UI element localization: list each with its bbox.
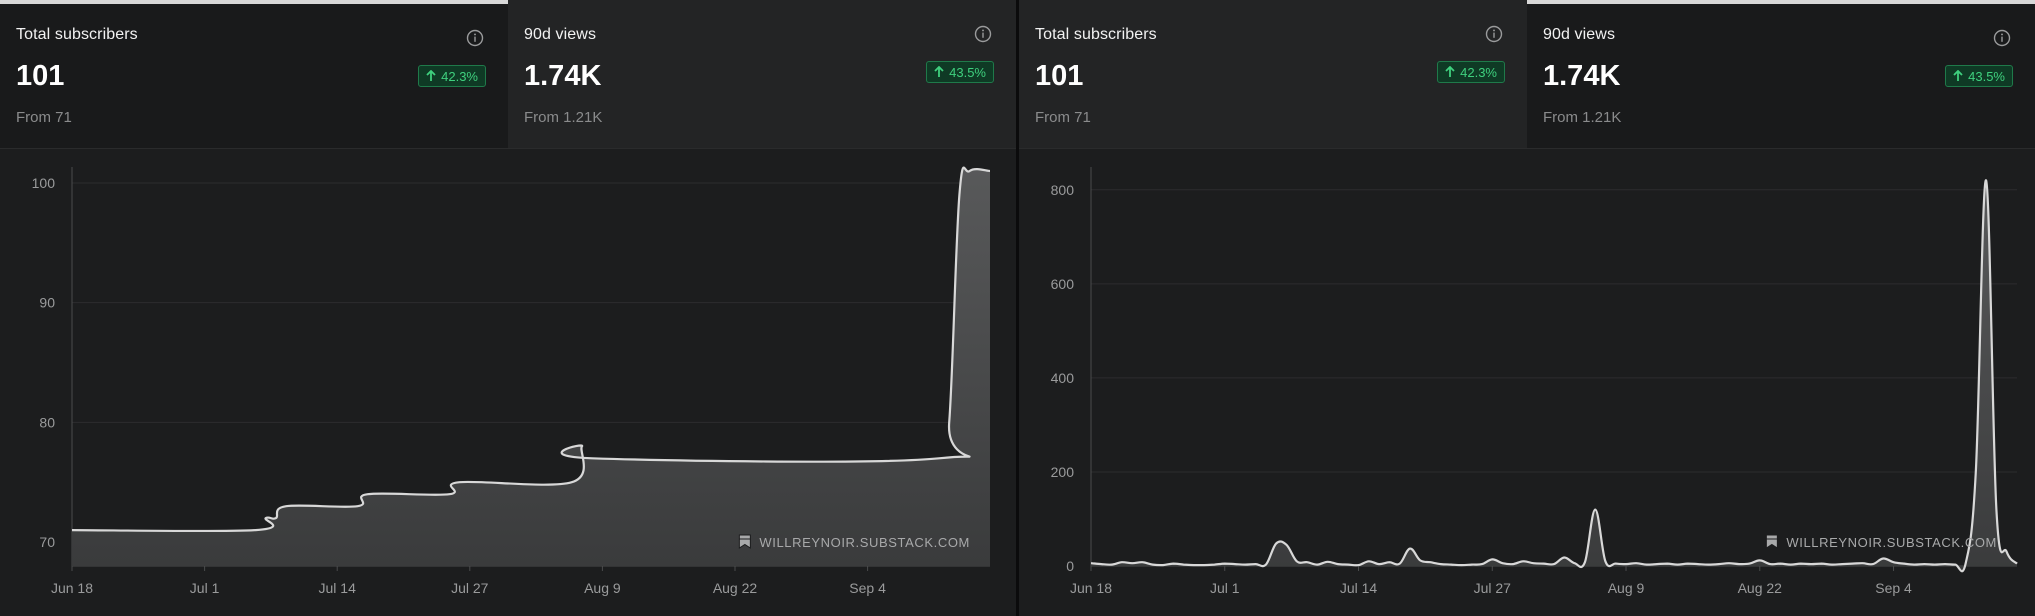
y-tick-label: 800	[1051, 182, 1075, 198]
x-tick-label: Jul 1	[1210, 580, 1240, 596]
x-tick-label: Jun 18	[51, 580, 93, 596]
card-title: 90d views	[524, 26, 597, 43]
card-value: 1.74K	[524, 60, 602, 92]
y-tick-label: 400	[1051, 370, 1075, 386]
x-tick-label: Aug 9	[584, 580, 621, 596]
stat-cards: Total subscribers 101 42.3% From 71 90d …	[0, 0, 1016, 149]
arrow-up-icon	[426, 70, 436, 81]
stat-cards: Total subscribers 101 42.3% From 71 90d …	[1019, 0, 2035, 149]
change-badge: 43.5%	[926, 61, 994, 83]
x-tick-label: Aug 9	[1608, 580, 1645, 596]
card-title: Total subscribers	[16, 26, 138, 43]
card-total-subscribers[interactable]: Total subscribers 101 42.3% From 71	[1019, 0, 1527, 148]
card-value: 1.74K	[1543, 60, 1621, 92]
card-from: From 71	[1035, 109, 1091, 126]
series-line	[71, 166, 991, 533]
card-title: 90d views	[1543, 26, 1616, 43]
card-90d-views[interactable]: 90d views 1.74K 43.5% From 1.21K	[1527, 0, 2035, 148]
card-value: 101	[16, 60, 65, 92]
bookmark-icon	[738, 534, 751, 549]
card-total-subscribers[interactable]: Total subscribers 101 42.3% From 71	[0, 0, 508, 148]
x-tick-label: Jul 27	[1474, 580, 1512, 596]
chart-container-views: 0 200 400 600 800 Jun 18 Jul 1 Jul 14 Jul 27 Aug …	[1019, 149, 2035, 616]
card-90d-views[interactable]: 90d views 1.74K 43.5% From 1.21K	[508, 0, 1016, 148]
arrow-up-icon	[1953, 70, 1963, 81]
card-from: From 71	[16, 109, 72, 126]
series-area	[1091, 180, 2017, 572]
badge-label: 42.3%	[1460, 64, 1497, 80]
chart-container-subscribers: 70 80 90 100 Jun 18 Jul 1 Jul 14 Jul 27 Aug 9 Aug…	[0, 149, 1016, 616]
card-from: From 1.21K	[1543, 109, 1622, 126]
y-tick-label: 100	[32, 175, 56, 191]
views-chart: 0 200 400 600 800 Jun 18 Jul 1 Jul 14 Jul 27 Aug …	[1051, 167, 2018, 596]
panel-subscribers: Total subscribers 101 42.3% From 71 90d …	[0, 0, 1016, 616]
watermark-text: WILLREYNOIR.SUBSTACK.COM	[759, 535, 970, 550]
x-tick-label: Jun 18	[1070, 580, 1112, 596]
badge-label: 43.5%	[1968, 68, 2005, 84]
panel-views: Total subscribers 101 42.3% From 71 90d …	[1019, 0, 2035, 616]
y-tick-label: 80	[39, 414, 55, 430]
card-from: From 1.21K	[524, 109, 603, 126]
y-tick-label: 200	[1051, 464, 1075, 480]
info-icon[interactable]	[1485, 25, 1503, 43]
arrow-up-icon	[1445, 66, 1455, 77]
info-icon[interactable]	[974, 25, 992, 43]
y-tick-label: 90	[39, 295, 55, 311]
series-area	[72, 167, 990, 566]
x-tick-label: Aug 22	[713, 580, 758, 596]
change-badge: 42.3%	[418, 65, 486, 87]
arrow-up-icon	[934, 66, 944, 77]
series-line	[1090, 179, 2018, 573]
x-tick-label: Jul 14	[319, 580, 357, 596]
watermark-text: WILLREYNOIR.SUBSTACK.COM	[1786, 535, 1997, 550]
change-badge: 42.3%	[1437, 61, 1505, 83]
info-icon[interactable]	[466, 29, 484, 47]
badge-label: 42.3%	[441, 68, 478, 84]
x-tick-label: Sep 4	[1875, 580, 1912, 596]
x-tick-label: Sep 4	[849, 580, 886, 596]
panel-divider	[1016, 0, 1019, 616]
x-tick-label: Aug 22	[1738, 580, 1783, 596]
subscribers-chart: 70 80 90 100 Jun 18 Jul 1 Jul 14 Jul 27 Aug 9 Aug…	[32, 166, 991, 596]
change-badge: 43.5%	[1945, 65, 2013, 87]
y-tick-label: 70	[39, 534, 55, 550]
badge-label: 43.5%	[949, 64, 986, 80]
y-tick-label: 0	[1066, 558, 1074, 574]
card-value: 101	[1035, 60, 1084, 92]
x-tick-label: Jul 1	[190, 580, 220, 596]
card-title: Total subscribers	[1035, 26, 1157, 43]
x-tick-label: Jul 14	[1340, 580, 1378, 596]
y-tick-label: 600	[1051, 276, 1075, 292]
bookmark-icon	[1765, 534, 1778, 549]
info-icon[interactable]	[1993, 29, 2011, 47]
x-tick-label: Jul 27	[451, 580, 489, 596]
